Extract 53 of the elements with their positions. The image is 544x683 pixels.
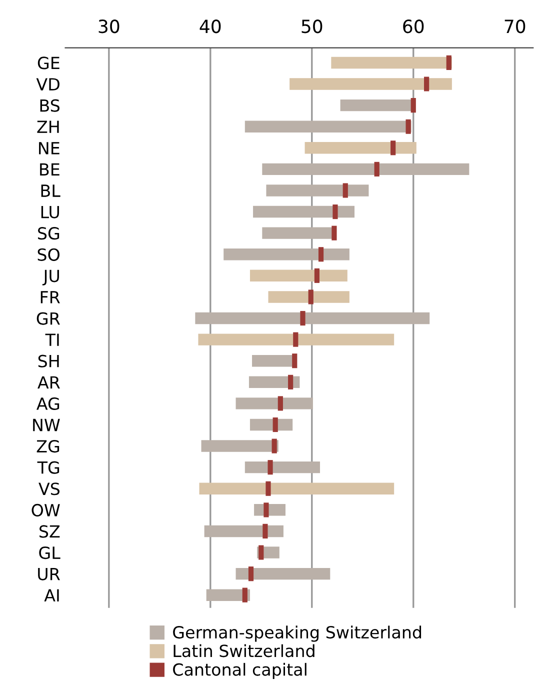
y-tick-label: NE	[39, 142, 60, 154]
y-tick-label: BE	[40, 163, 60, 176]
y-tick-label: ZG	[36, 440, 60, 453]
y-tick-label: GE	[38, 56, 60, 70]
bar	[268, 291, 350, 303]
y-tick-label: LU	[41, 206, 59, 218]
y-tick-label: SG	[38, 227, 60, 240]
y-tick-label: GR	[36, 312, 60, 325]
bar	[199, 482, 394, 494]
bar	[266, 184, 369, 196]
y-tick-label: AR	[38, 376, 60, 388]
bar	[224, 248, 350, 260]
bar	[195, 312, 430, 324]
x-tick-label: 70	[504, 20, 526, 34]
bar	[331, 56, 452, 69]
bar	[250, 270, 348, 282]
y-tick-label: VD	[36, 78, 60, 90]
x-tick-label: 40	[200, 20, 221, 34]
bar	[236, 568, 330, 580]
bar	[204, 525, 284, 538]
y-tick-label: JU	[42, 270, 59, 286]
bar	[198, 334, 394, 346]
y-tick-label: AG	[36, 397, 60, 410]
legend-label: German-speaking Switzerland	[173, 626, 422, 642]
bar	[236, 398, 313, 410]
y-tick-label: NW	[33, 418, 60, 432]
y-tick-label: SO	[38, 248, 60, 261]
y-tick-label: UR	[38, 568, 60, 580]
bar	[304, 142, 416, 154]
legend-label: Cantonal capital	[173, 662, 306, 680]
y-tick-label: TI	[45, 334, 59, 346]
y-tick-label: SZ	[40, 525, 60, 538]
x-tick-label: 50	[302, 20, 322, 34]
bar	[290, 78, 452, 90]
bar	[244, 461, 320, 474]
y-tick-label: VS	[38, 482, 60, 496]
y-tick-label: GL	[39, 546, 60, 560]
y-tick-label: TG	[37, 461, 60, 474]
y-tick-label: ZH	[37, 120, 59, 133]
bar	[244, 120, 412, 132]
y-tick-label: OW	[32, 504, 60, 516]
bar	[253, 206, 355, 218]
legend-label: Latin Switzerland	[174, 644, 314, 658]
y-tick-label: BL	[41, 184, 60, 197]
bar	[201, 440, 278, 452]
y-tick-label: BS	[40, 99, 60, 112]
y-tick-label: SH	[38, 354, 59, 368]
x-tick-label: 30	[98, 20, 120, 34]
y-tick-label: FR	[40, 291, 60, 304]
bar	[262, 163, 470, 176]
y-tick-label: AI	[44, 589, 59, 602]
bar	[340, 99, 412, 112]
x-tick-label: 60	[403, 20, 424, 34]
